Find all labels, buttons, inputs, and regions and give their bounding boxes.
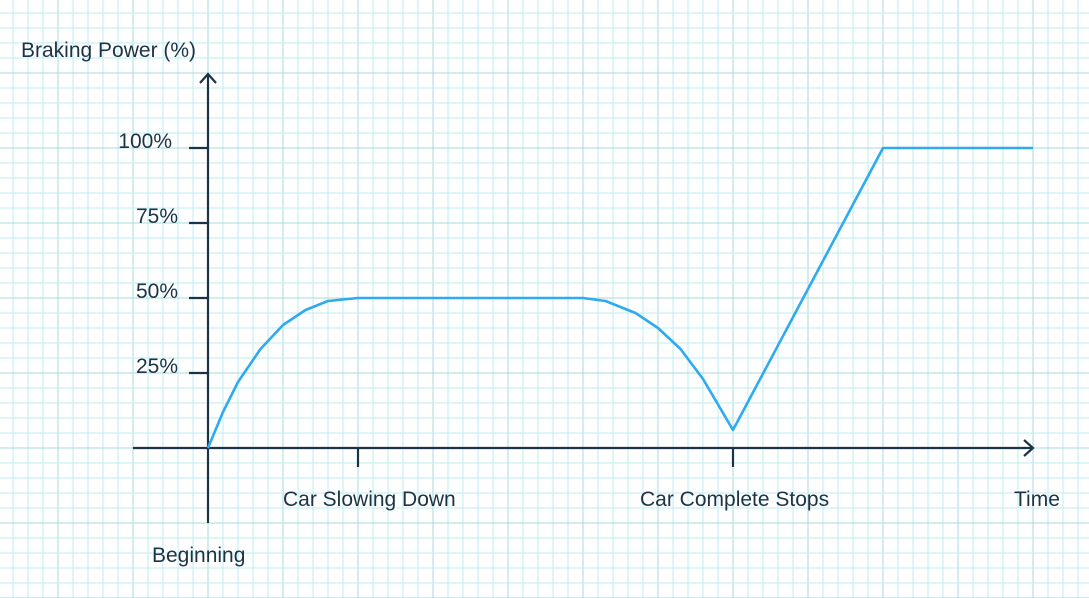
y-tick-label-75: 75% (136, 205, 178, 228)
series-line-0 (206, 146, 1033, 449)
x-axis-arrow (1023, 439, 1035, 457)
y-axis-label: Braking Power (%) (21, 39, 196, 62)
y-tick-label-25: 25% (136, 355, 178, 378)
x-label-car-slowing-down: Car Slowing Down (283, 488, 456, 511)
x-label-time: Time (1014, 488, 1060, 511)
series-layer (206, 146, 1033, 449)
y-tick-label-100: 100% (118, 130, 172, 153)
y-tick-label-50: 50% (136, 280, 178, 303)
ticks (189, 146, 735, 467)
x-label-car-complete-stops: Car Complete Stops (640, 488, 829, 511)
y-axis-arrow (199, 72, 217, 84)
x-label-beginning: Beginning (152, 544, 245, 567)
